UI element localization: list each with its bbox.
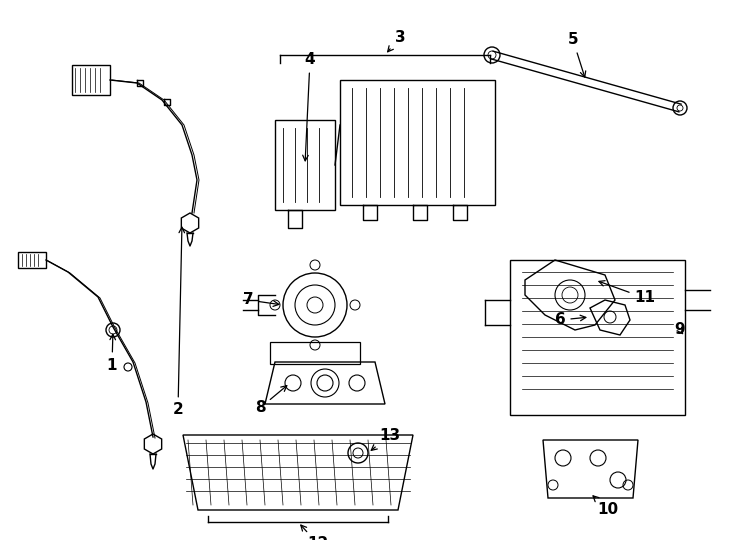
Bar bbox=[275, 120, 335, 210]
Text: 1: 1 bbox=[106, 334, 117, 373]
Bar bbox=[270, 342, 360, 364]
Text: 13: 13 bbox=[371, 428, 401, 450]
Text: 8: 8 bbox=[255, 386, 287, 415]
Text: 2: 2 bbox=[172, 227, 184, 417]
Text: 11: 11 bbox=[599, 281, 655, 306]
Text: 5: 5 bbox=[567, 32, 586, 77]
Text: 12: 12 bbox=[301, 525, 329, 540]
Text: 4: 4 bbox=[302, 52, 316, 161]
Text: 3: 3 bbox=[388, 30, 405, 52]
Text: 6: 6 bbox=[555, 313, 586, 327]
Bar bbox=[340, 80, 495, 205]
Text: 9: 9 bbox=[675, 322, 686, 338]
Text: 10: 10 bbox=[593, 496, 619, 517]
Text: 7: 7 bbox=[243, 293, 279, 307]
Bar bbox=[510, 260, 685, 415]
